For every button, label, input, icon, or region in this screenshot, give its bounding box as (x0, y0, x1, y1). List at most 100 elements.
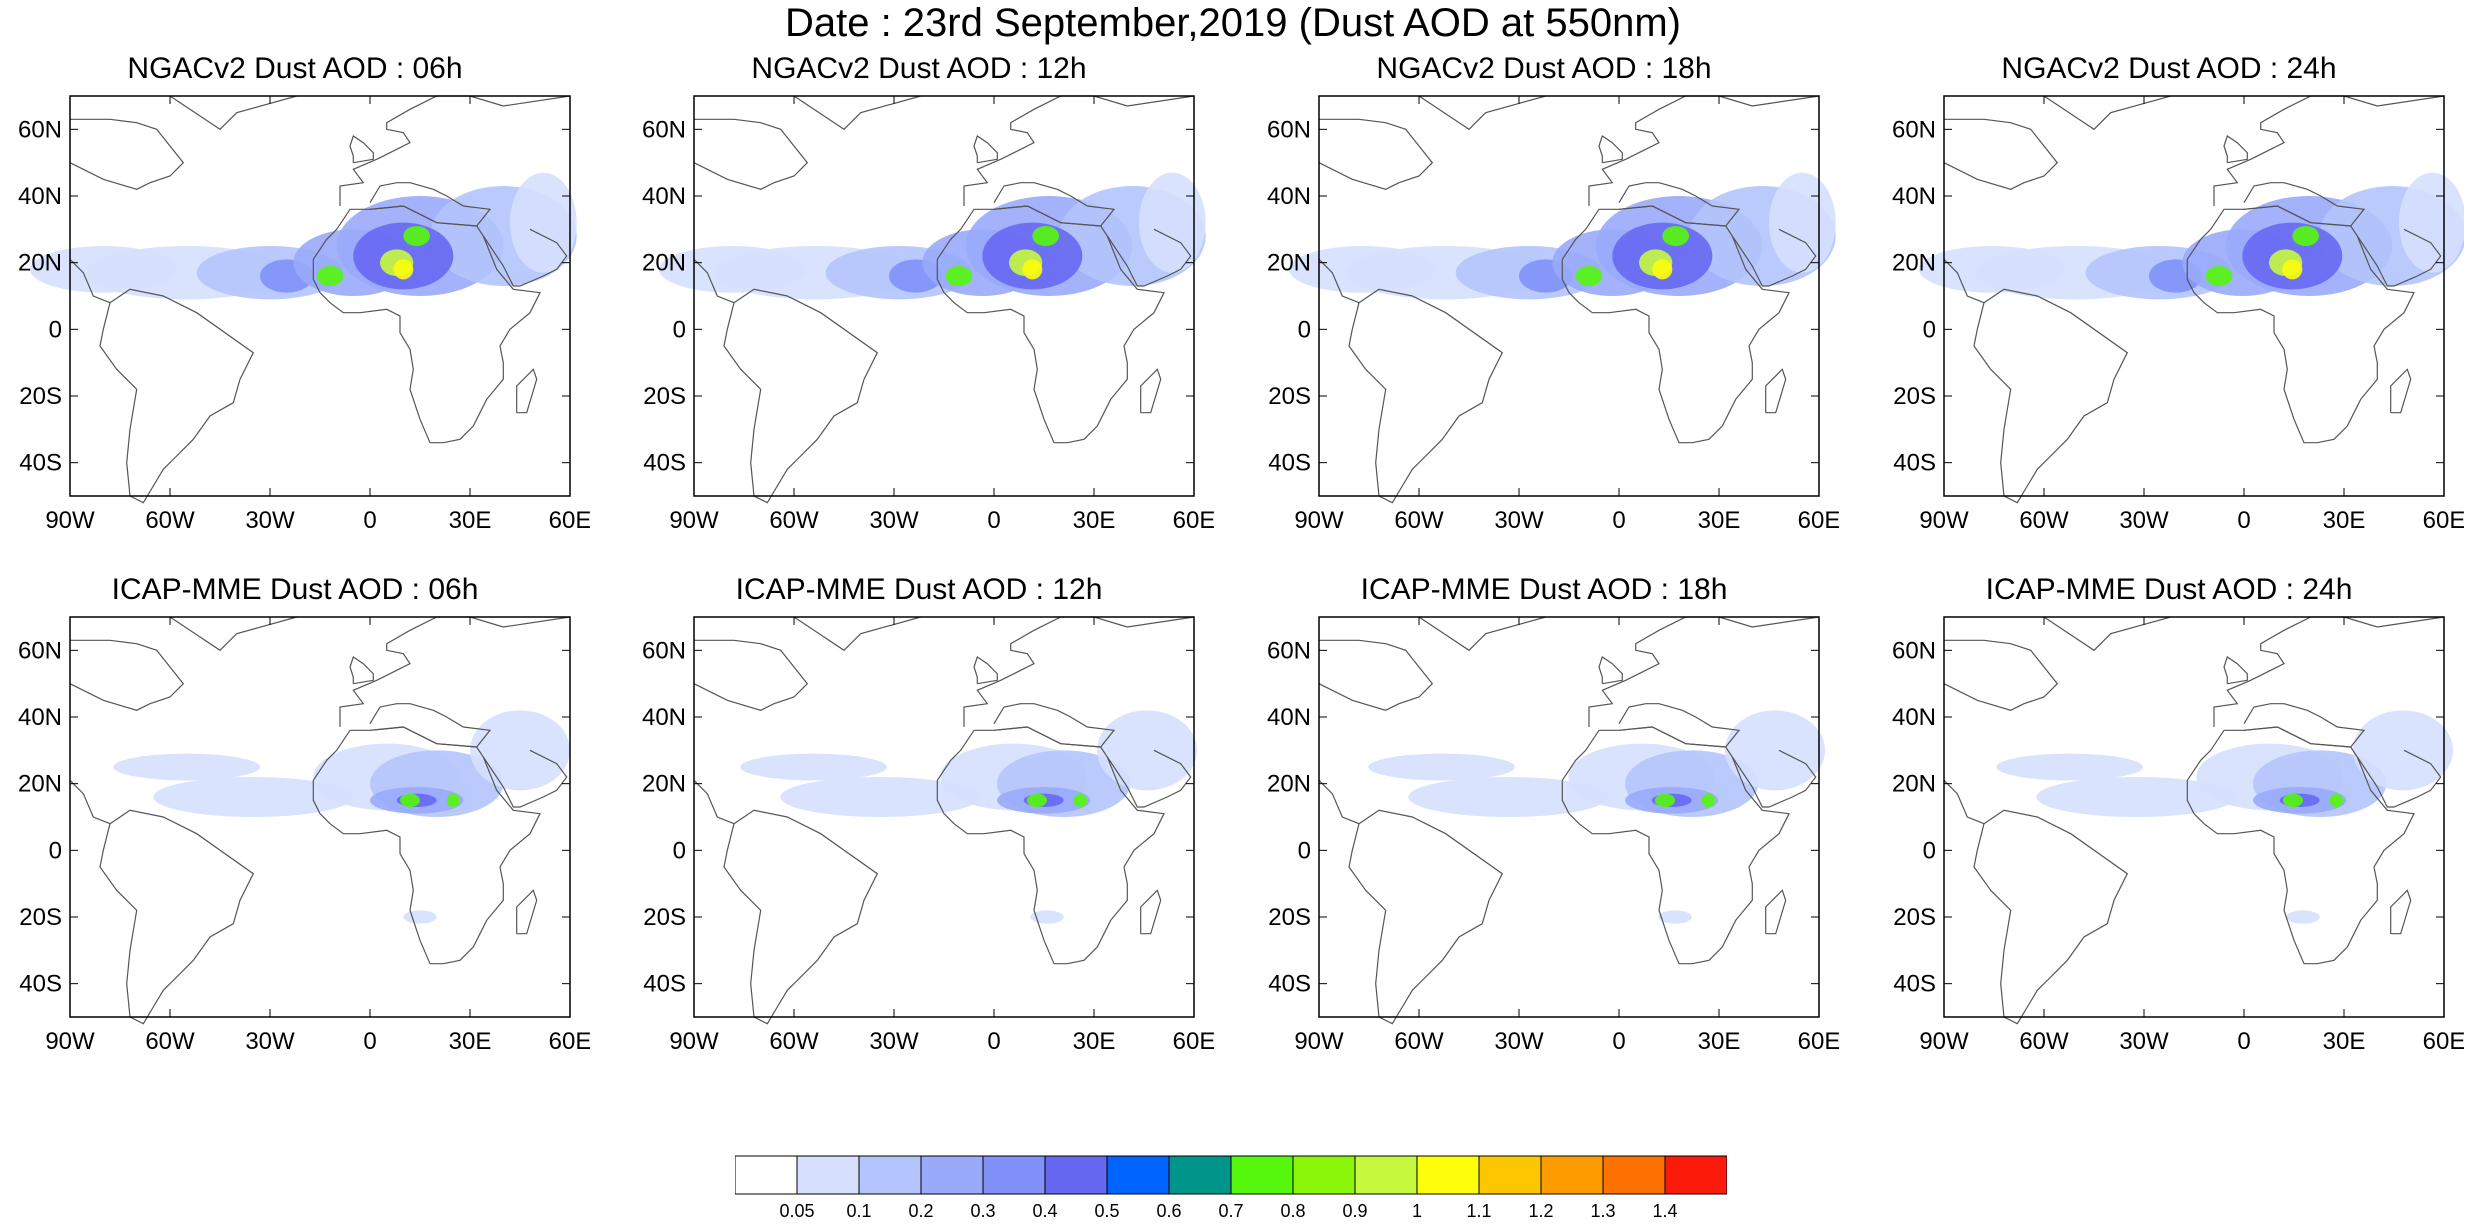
lat-tick-label: 0 (673, 316, 686, 343)
lat-tick-label: 20S (1893, 383, 1936, 410)
dust-cell (470, 710, 570, 791)
coastline-arabia (1106, 228, 1192, 287)
lon-tick-label: 0 (1612, 507, 1625, 534)
dust-cell (509, 172, 577, 273)
lat-tick-label: 60N (18, 116, 62, 143)
lon-tick-label: 60W (1394, 1028, 1444, 1055)
lon-tick-label: 30W (245, 507, 295, 534)
lat-tick-label: 20N (18, 771, 62, 798)
dust-cell (2282, 259, 2303, 280)
lon-tick-label: 90W (1294, 1028, 1344, 1055)
map-layer: 90W 60W 30W 0 30E 60E 60N 40N 20N 0 20S 40S (1267, 95, 1839, 534)
dust-cell (2292, 226, 2319, 246)
coastline-caribbean (1943, 779, 1985, 825)
lon-tick-label: 90W (45, 1028, 95, 1055)
coastline-caribbean (1318, 258, 1360, 304)
colorbar-label: 1.1 (1466, 1201, 1491, 1221)
lon-tick-label: 30E (2323, 1028, 2366, 1055)
coastline-south-america (99, 809, 255, 1025)
dust-cell (1575, 266, 1603, 286)
colorbar-label: 1 (1412, 1201, 1422, 1221)
coastline-north-america (69, 639, 185, 711)
lon-tick-label: 60W (2019, 507, 2069, 534)
lon-tick-label: 30E (449, 507, 492, 534)
coastline-caribbean (693, 258, 735, 304)
dust-cell (403, 910, 437, 924)
map-frame (693, 616, 1195, 1018)
lat-tick-label: 40N (642, 704, 686, 731)
coastline-uk (349, 135, 374, 164)
coastline-madagascar (2390, 889, 2412, 935)
dust-map: 90W 60W 30W 0 30E 60E 60N 40N 20N 0 20S 40S (18, 95, 590, 534)
colorbar-label: 0.2 (908, 1201, 933, 1221)
dust-cell (780, 777, 981, 817)
colorbar-swatch (1602, 1155, 1666, 1195)
lon-tick-label: 60E (1173, 507, 1214, 534)
panel-title: NGACv2 Dust AOD : 12h (751, 52, 1087, 85)
coastline-north-america (1943, 118, 2059, 190)
lon-tick-label: 60E (549, 507, 590, 534)
coastline-uk (973, 135, 998, 164)
lat-tick-label: 40S (19, 971, 62, 998)
colorbar-swatch (982, 1155, 1046, 1195)
lat-tick-label: 40S (643, 971, 686, 998)
map-background (1319, 96, 1819, 496)
lat-tick-label: 0 (1923, 837, 1936, 864)
dust-cell (400, 793, 420, 807)
colorbar-swatch (1664, 1155, 1728, 1195)
map-frame (1943, 95, 2445, 497)
dust-cell (1655, 793, 1675, 807)
coastline-south-america (723, 288, 879, 504)
lon-tick-label: 30W (2119, 507, 2169, 534)
lon-tick-label: 0 (987, 1028, 1000, 1055)
lon-tick-label: 0 (2237, 507, 2250, 534)
colorbar-label: 0.05 (779, 1201, 814, 1221)
dust-cell (153, 777, 354, 817)
lon-tick-label: 0 (1612, 1028, 1625, 1055)
panel-title: NGACv2 Dust AOD : 24h (2001, 52, 2337, 85)
lat-tick-label: 60N (642, 116, 686, 143)
colorbar-swatch (734, 1155, 798, 1195)
coastline-madagascar (1765, 889, 1787, 935)
coastline-greenland (793, 616, 921, 652)
lat-tick-label: 20S (1893, 904, 1936, 931)
dust-cell (1022, 259, 1043, 280)
lat-tick-label: 40S (1893, 971, 1936, 998)
map-frame (1943, 616, 2445, 1018)
coastline-south-america (1973, 809, 2129, 1025)
coastline-caribbean (69, 258, 111, 304)
dust-cell (2353, 710, 2453, 791)
coastline-mediterranean (1618, 182, 1741, 227)
lat-tick-label: 0 (49, 837, 62, 864)
panel-title: NGACv2 Dust AOD : 18h (1376, 52, 1712, 85)
panel-ngacv2-12h: NGACv2 Dust AOD : 12h 90W 60W 30W 0 30E 60E 60… (624, 52, 1214, 572)
colorbar-label: 0.8 (1280, 1201, 1305, 1221)
coastline-mediterranean (2243, 182, 2366, 227)
dust-cell (2205, 266, 2233, 286)
lon-tick-label: 30W (245, 1028, 295, 1055)
lat-tick-label: 40N (1892, 183, 1936, 210)
colorbar-swatch (1292, 1155, 1356, 1195)
main-title: Date : 23rd September,2019 (Dust AOD at … (784, 1, 1682, 45)
coastline-caribbean (1318, 779, 1360, 825)
dust-cell (1139, 172, 1206, 273)
lon-tick-label: 30E (1073, 1028, 1116, 1055)
colorbar-swatch (1106, 1155, 1170, 1195)
colorbar-swatch (796, 1155, 860, 1195)
coastline-arabia (482, 228, 568, 287)
lat-tick-label: 40S (643, 450, 686, 477)
panel-title: ICAP-MME Dust AOD : 06h (111, 573, 479, 606)
dust-cell (1030, 910, 1064, 924)
lat-tick-label: 40N (18, 183, 62, 210)
coastline-mediterranean (1618, 703, 1741, 748)
coastline-arabia (2356, 749, 2442, 808)
colorbar: 0.05 0.1 0.2 0.3 0.4 0.5 0.6 0.7 0.8 0.9 1 1.1 1.2 1.… (734, 1155, 1728, 1222)
map-frame (69, 616, 571, 1018)
lon-tick-label: 60E (2423, 507, 2464, 534)
coastlines (1318, 616, 1820, 1025)
lon-tick-label: 0 (363, 507, 376, 534)
coastline-north-america (693, 118, 809, 190)
lon-tick-label: 90W (669, 507, 719, 534)
coastline-uk (973, 656, 998, 685)
dust-map: 90W 60W 30W 0 30E 60E 60N 40N 20N 0 20S 40S (1892, 616, 2464, 1055)
